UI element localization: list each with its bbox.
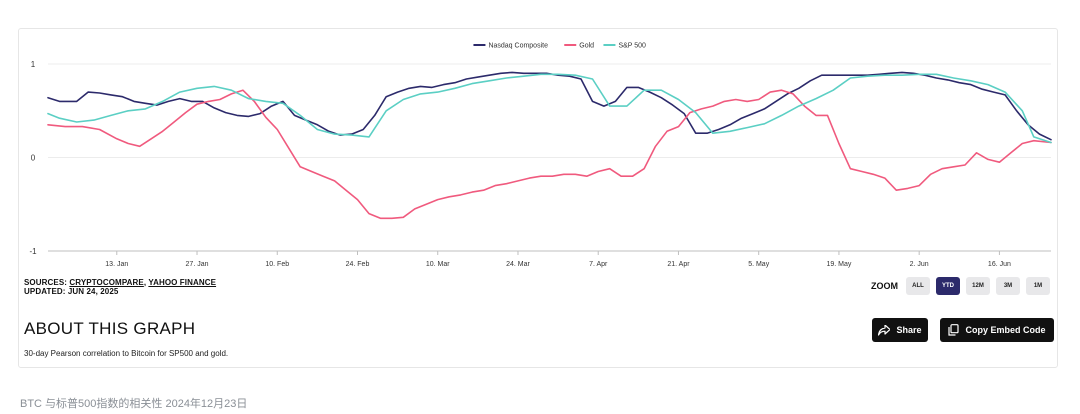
x-tick-label: 21. Apr [667, 261, 690, 268]
zoom-1m-button[interactable]: 1M [1026, 277, 1050, 295]
sources-block: SOURCES: CRYPTOCOMPARE, YAHOO FINANCE UP… [24, 278, 216, 296]
zoom-3m-button[interactable]: 3M [996, 277, 1020, 295]
figure-caption: BTC 与标普500指数的相关性 2024年12月23日 [20, 398, 248, 410]
series-line-nasdaq-composite [47, 71, 1052, 141]
zoom-all-button[interactable]: ALL [906, 277, 930, 295]
x-tick-label: 24. Mar [506, 261, 530, 268]
x-tick-label: 24. Feb [346, 261, 370, 268]
share-button[interactable]: Share [872, 318, 928, 342]
share-icon [878, 324, 891, 336]
zoom-12m-button[interactable]: 12M [966, 277, 990, 295]
copy-icon [948, 324, 960, 336]
about-title: ABOUT THIS GRAPH [24, 319, 196, 338]
x-tick-label: 5. May [748, 261, 770, 268]
sources-separator: , [143, 278, 149, 287]
source-link-cryptocompare[interactable]: CRYPTOCOMPARE [69, 278, 144, 287]
legend-entry: Nasdaq Composite [488, 43, 548, 50]
copy-embed-button[interactable]: Copy Embed Code [940, 318, 1054, 342]
chart-card: 1 0 -1 13. Jan 27. Jan 10. Feb 24. Feb 10. Mar 2… [18, 28, 1058, 368]
x-tick-label: 2. Jun [910, 261, 929, 268]
x-tick-label: 16. Jun [988, 261, 1011, 268]
correlation-line-chart: 1 0 -1 13. Jan 27. Jan 10. Feb 24. Feb 10. Mar 2… [29, 43, 1052, 268]
y-tick-label: -1 [29, 247, 37, 256]
x-tick-label: 7. Apr [589, 261, 608, 268]
x-tick-label: 10. Feb [265, 261, 289, 268]
legend-entry: S&P 500 [618, 43, 646, 50]
y-tick-label: 1 [31, 60, 36, 69]
sources-prefix: SOURCES: [24, 278, 70, 287]
source-link-yahoo-finance[interactable]: YAHOO FINANCE [148, 278, 217, 287]
x-tick-label: 27. Jan [186, 261, 209, 268]
y-tick-label: 0 [31, 154, 36, 163]
series-line-gold [47, 89, 1052, 220]
x-tick-label: 19. May [826, 261, 851, 268]
zoom-label: ZOOM [871, 281, 898, 291]
about-description: 30-day Pearson correlation to Bitcoin fo… [24, 349, 229, 358]
legend-entry: Gold [579, 43, 594, 50]
copy-embed-label: Copy Embed Code [965, 325, 1046, 335]
series-line-s-p-500 [47, 73, 1052, 144]
updated-date: UPDATED: JUN 24, 2025 [24, 287, 119, 296]
x-tick-label: 10. Mar [426, 261, 450, 268]
zoom-controls: ZOOM ALL YTD 12M 3M 1M [871, 277, 1050, 295]
x-tick-label: 13. Jan [105, 261, 128, 268]
share-label: Share [896, 325, 922, 335]
zoom-ytd-button[interactable]: YTD [936, 277, 960, 295]
